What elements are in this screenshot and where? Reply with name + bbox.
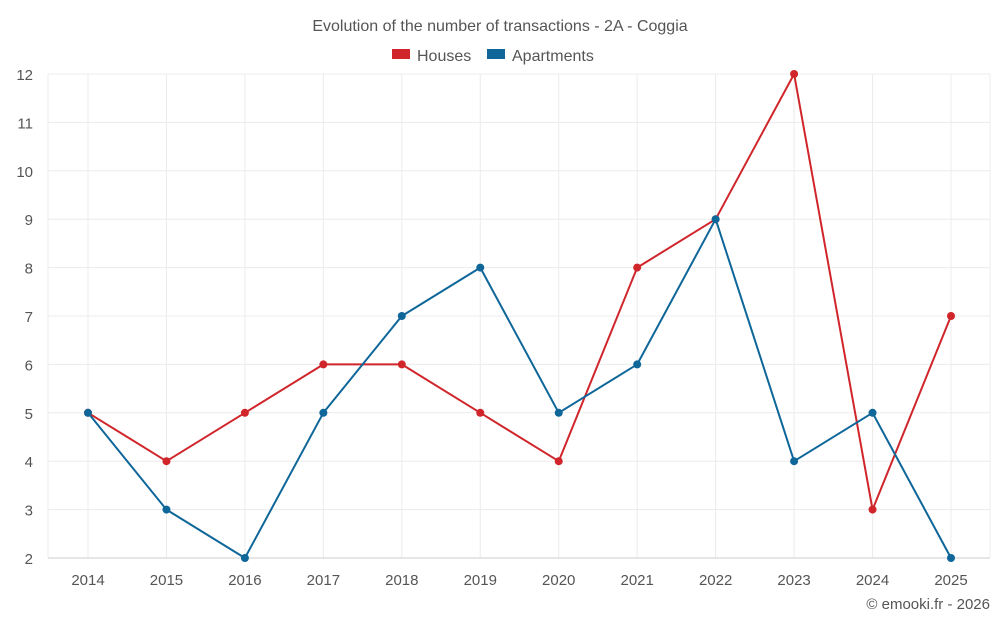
x-tick-label: 2021 [620,572,653,589]
data-point-apartments [633,360,642,369]
x-tick-label: 2015 [150,572,183,589]
y-tick-label: 9 [25,212,33,229]
x-tick-label: 2025 [934,572,967,589]
legend-swatch-houses [392,49,410,59]
y-axis-ticks: 2 3 4 5 6 7 8 9 10 11 12 [16,67,33,568]
legend-label-apartments: Apartments [512,48,594,65]
data-point-houses [947,312,955,320]
x-tick-label: 2014 [71,572,104,589]
data-point-apartments [162,505,171,514]
data-point-houses [633,263,642,272]
data-point-houses [790,70,799,78]
x-axis-ticks: 2014 2015 2016 2017 2018 2019 2020 2021 2022 2023… [71,572,967,589]
data-point-apartments [554,408,563,417]
y-tick-label: 8 [25,261,33,278]
y-tick-label: 2 [25,551,33,568]
series-houses [84,70,955,514]
series-apartments [84,215,955,562]
data-point-apartments [319,408,328,417]
data-point-houses [319,360,328,369]
footer-credit: © emooki.fr - 2026 [866,596,990,613]
y-tick-label: 6 [25,357,33,374]
data-point-apartments [397,312,406,320]
x-tick-label: 2019 [464,572,497,589]
y-tick-label: 5 [25,406,33,423]
x-tick-label: 2016 [228,572,261,589]
y-tick-label: 11 [17,115,33,132]
data-point-houses [397,360,406,369]
y-tick-label: 4 [25,454,33,471]
data-point-apartments [84,408,92,417]
legend-label-houses: Houses [417,48,471,65]
data-point-houses [476,408,485,417]
y-tick-label: 3 [25,503,33,520]
data-point-apartments [947,554,955,562]
legend: Houses Apartments [392,48,594,65]
x-tick-label: 2023 [777,572,810,589]
grid [47,73,991,559]
y-tick-label: 7 [25,309,33,326]
data-point-houses [162,457,171,466]
data-point-apartments [476,263,485,272]
x-tick-label: 2018 [385,572,418,589]
x-tick-label: 2020 [542,572,575,589]
legend-swatch-apartments [487,49,505,59]
data-point-apartments [240,554,249,562]
data-point-apartments [711,215,720,224]
data-point-houses [554,457,563,466]
chart-title: Evolution of the number of transactions … [312,18,687,35]
series-line-houses [87,73,952,511]
x-tick-label: 2017 [307,572,340,589]
data-point-houses [868,505,877,514]
x-tick-label: 2024 [856,572,889,589]
series-layer [84,70,955,562]
y-tick-label: 10 [16,164,33,181]
data-point-apartments [868,408,877,417]
data-point-houses [240,408,249,417]
y-tick-label: 12 [16,67,33,84]
x-tick-label: 2022 [699,572,732,589]
series-line-apartments [87,218,952,559]
data-point-apartments [790,457,799,466]
